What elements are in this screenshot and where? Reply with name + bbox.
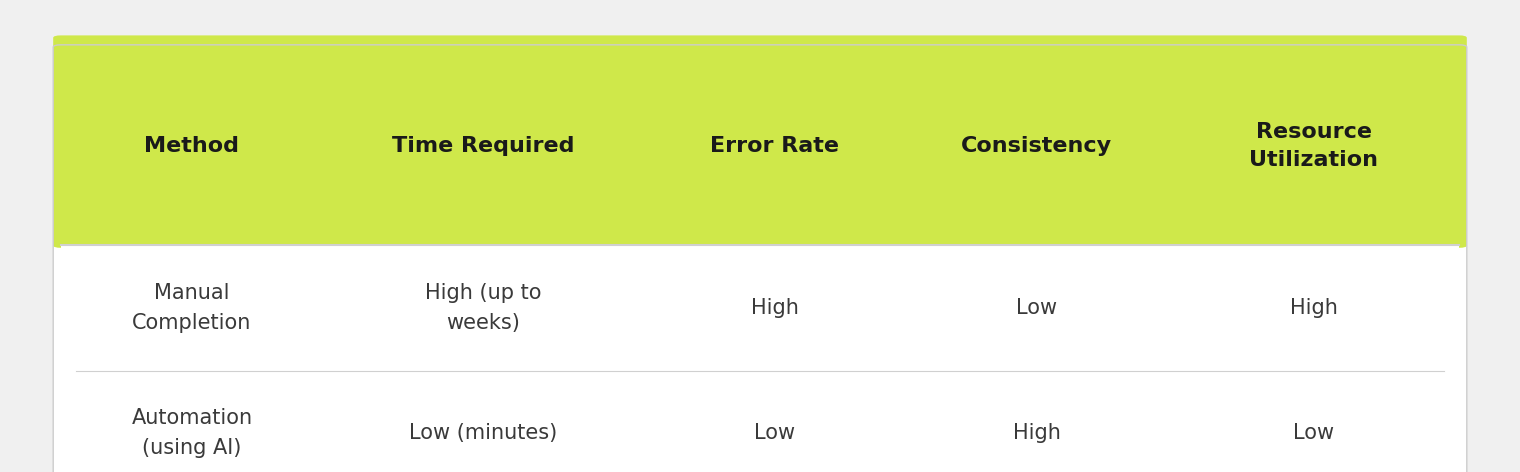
Text: Time Required: Time Required: [392, 136, 575, 156]
Text: Low: Low: [1017, 298, 1058, 318]
Text: Method: Method: [144, 136, 240, 156]
Text: Error Rate: Error Rate: [710, 136, 839, 156]
Text: High (up to
weeks): High (up to weeks): [426, 283, 541, 333]
Bar: [61, 234, 1459, 245]
Text: High: High: [751, 298, 798, 318]
FancyBboxPatch shape: [53, 35, 1467, 248]
Text: Consistency: Consistency: [961, 136, 1113, 156]
Text: Low: Low: [1294, 423, 1335, 443]
Text: High: High: [1289, 298, 1338, 318]
Text: Low (minutes): Low (minutes): [409, 423, 558, 443]
Text: Manual
Completion: Manual Completion: [132, 283, 252, 333]
Text: Resource
Utilization: Resource Utilization: [1249, 122, 1379, 170]
Text: High: High: [1012, 423, 1061, 443]
FancyBboxPatch shape: [53, 45, 1467, 472]
Text: Automation
(using AI): Automation (using AI): [131, 408, 252, 458]
Bar: [61, 245, 1459, 472]
Text: Low: Low: [754, 423, 795, 443]
